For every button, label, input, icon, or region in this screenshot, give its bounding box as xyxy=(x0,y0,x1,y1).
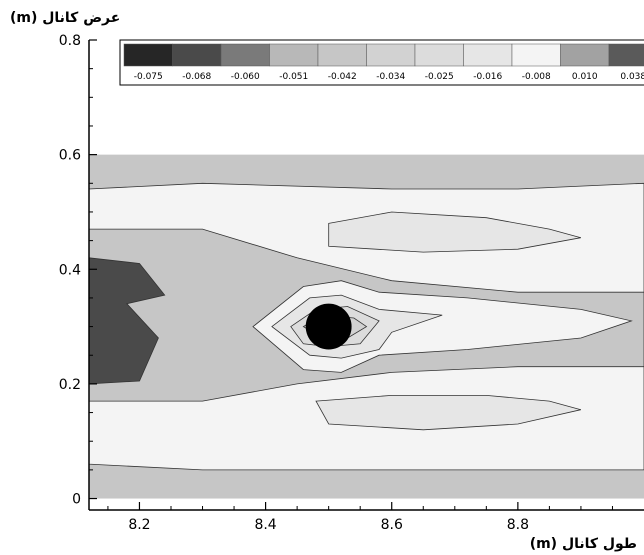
plot-area xyxy=(89,40,644,510)
x-tick-label: 8.6 xyxy=(381,517,403,533)
y-tick-label: 0.2 xyxy=(59,377,81,393)
legend-label: -0.068 xyxy=(182,72,211,82)
legend-label: -0.042 xyxy=(328,72,357,82)
legend-swatch xyxy=(123,43,173,67)
x-tick-label: 8.8 xyxy=(507,517,529,533)
legend-swatch xyxy=(269,43,319,67)
x-tick-label: 8.2 xyxy=(128,517,150,533)
legend-swatch xyxy=(414,43,464,67)
legend-label: -0.075 xyxy=(134,72,163,82)
legend-swatch xyxy=(172,43,222,67)
cylinder-obstacle xyxy=(305,303,352,350)
legend-label: -0.051 xyxy=(279,72,308,82)
x-ticks: 8.2 8.4 8.6 8.8 xyxy=(107,502,613,533)
y-tick-label: 0.4 xyxy=(59,262,81,278)
legend-swatch xyxy=(511,43,561,67)
legend-label: -0.034 xyxy=(376,72,405,82)
x-tick-label: 8.4 xyxy=(254,517,276,533)
y-ticks: 0 0.2 0.4 0.6 0.8 xyxy=(59,33,97,508)
legend-label: 0.010 xyxy=(572,72,598,82)
legend-label: -0.008 xyxy=(522,72,551,82)
axes: 0 0.2 0.4 0.6 0.8 8.2 8.4 8.6 8.8 xyxy=(59,33,644,533)
contour-region-8 xyxy=(315,394,582,431)
legend-swatch xyxy=(608,43,644,67)
legend-swatch xyxy=(317,43,367,67)
legend-label: -0.060 xyxy=(231,72,260,82)
y-tick-label: 0 xyxy=(72,492,81,508)
legend-label: -0.025 xyxy=(425,72,454,82)
legend-swatch xyxy=(463,43,513,67)
x-axis-label: (m) طول کانال xyxy=(530,536,637,552)
contour-regions xyxy=(89,154,644,499)
legend-label: 0.038 xyxy=(620,72,644,82)
contour-region-2 xyxy=(89,257,166,385)
contour-region-7 xyxy=(328,211,582,253)
y-tick-label: 0.8 xyxy=(59,33,81,49)
y-axis-label: (m) عرض کانال xyxy=(10,10,120,26)
legend-label: -0.016 xyxy=(473,72,502,82)
legend-swatch xyxy=(366,43,416,67)
y-tick-label: 0.6 xyxy=(59,148,81,164)
legend-swatch xyxy=(560,43,610,67)
color-legend: -0.075 -0.068 -0.060 -0.051 -0.042 -0.034 -0.0… xyxy=(119,39,644,86)
legend-swatch xyxy=(220,43,270,67)
